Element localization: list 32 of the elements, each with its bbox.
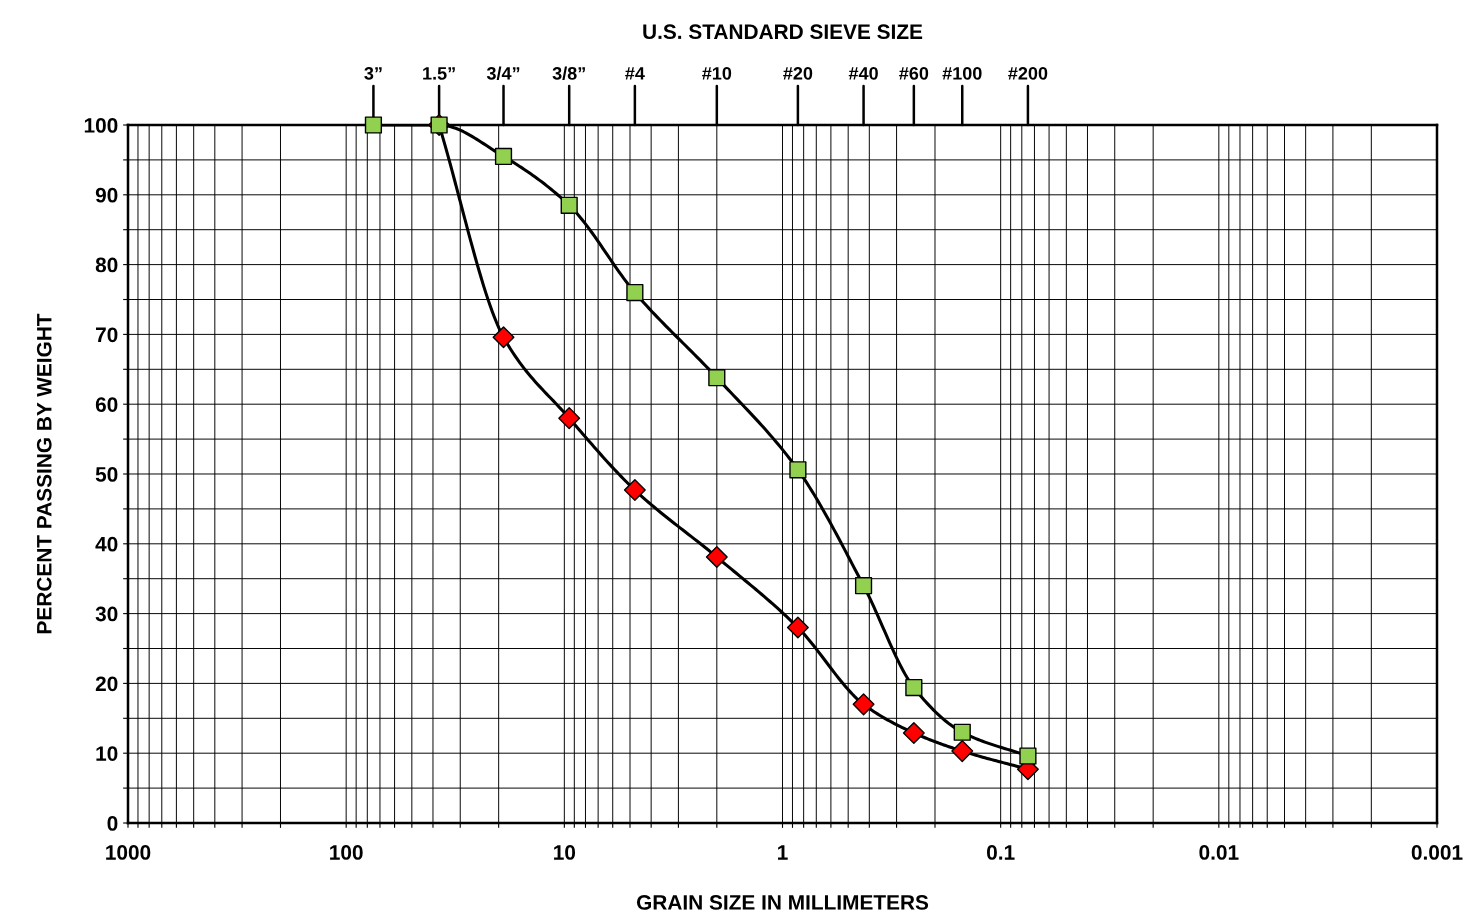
annotation: 3/8” [552, 66, 585, 80]
annotation: #40 [848, 66, 878, 80]
y-tick-label: 40 [95, 536, 118, 552]
annotation: 1.5” [423, 67, 455, 80]
x-tick-label: 10 [554, 845, 576, 860]
x-tick-label: 100 [330, 845, 363, 860]
y-tick-label: 80 [95, 257, 118, 273]
x-tick-label: 0.1 [987, 845, 1015, 860]
y-axis-title: PERCENT PASSING BY WEIGHT [36, 313, 52, 634]
annotation: #60 [899, 66, 929, 80]
x-tick-label: 0.01 [1199, 845, 1239, 860]
y-tick-label: 30 [95, 606, 118, 622]
x-tick-label: 0.001 [1411, 845, 1463, 860]
annotation: 3/4” [486, 66, 520, 80]
y-tick-label: 20 [95, 676, 118, 692]
y-tick-label: 50 [95, 467, 118, 482]
annotation: #20 [783, 66, 813, 80]
y-tick-label: 100 [84, 118, 118, 133]
annotation: #4 [625, 67, 645, 80]
x-tick-label: 1 [778, 845, 788, 860]
y-tick-label: 0 [107, 816, 118, 831]
annotation: 3” [364, 66, 382, 80]
y-tick-label: 10 [96, 746, 118, 761]
x-tick-label: 1000 [106, 845, 151, 860]
annotation: #10 [702, 66, 732, 80]
annotation: #200 [1008, 66, 1048, 80]
annotation: #100 [942, 66, 982, 80]
y-tick-label: 90 [95, 187, 118, 203]
y-tick-label: 60 [95, 397, 118, 412]
y-tick-label: 70 [96, 327, 118, 343]
chart-title: U.S. STANDARD SIEVE SIZE [643, 24, 923, 40]
x-axis-title: GRAIN SIZE IN MILLIMETERS [636, 895, 929, 910]
